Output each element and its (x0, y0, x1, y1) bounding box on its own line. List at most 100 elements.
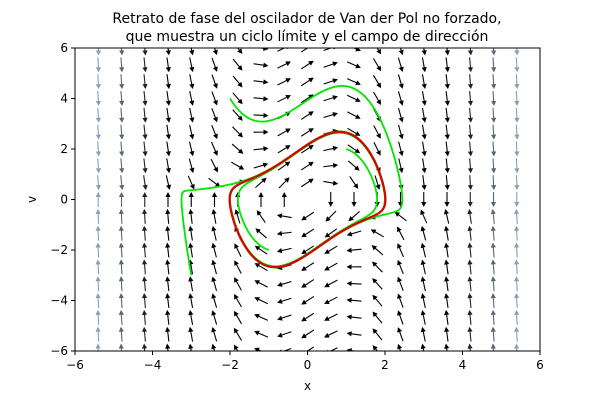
direction-arrow (467, 242, 473, 258)
direction-arrow (276, 230, 292, 237)
direction-arrow (234, 243, 242, 257)
direction-arrow (328, 192, 334, 207)
direction-arrow (421, 124, 427, 140)
direction-arrow (420, 209, 428, 224)
direction-arrow (467, 225, 473, 241)
direction-arrow (467, 175, 474, 191)
direction-arrow (420, 242, 427, 258)
direction-arrow (95, 192, 101, 207)
direction-arrow (95, 74, 101, 90)
direction-arrow (347, 160, 360, 171)
direction-arrow (514, 48, 520, 56)
direction-arrow (165, 175, 172, 190)
direction-arrow (347, 144, 361, 154)
direction-arrow (277, 297, 292, 304)
direction-arrow (420, 276, 426, 292)
direction-arrow (372, 328, 383, 341)
direction-arrow (165, 242, 171, 258)
direction-arrow (188, 158, 195, 174)
direction-arrow (95, 326, 101, 342)
direction-arrow (371, 261, 383, 273)
direction-arrow (444, 90, 450, 106)
direction-arrow (118, 309, 124, 325)
x-tick-label: 2 (381, 358, 389, 372)
y-tick-label: −4 (50, 294, 68, 308)
direction-arrow (276, 213, 292, 219)
direction-arrow (397, 107, 404, 123)
direction-arrow (348, 210, 360, 222)
direction-arrow (95, 343, 101, 351)
direction-arrow (325, 210, 337, 222)
direction-arrow (188, 192, 194, 207)
direction-arrow (372, 311, 383, 324)
y-tick-label: 0 (60, 193, 68, 207)
direction-arrow (444, 107, 450, 123)
direction-arrow (278, 177, 290, 189)
direction-arrow (491, 141, 497, 157)
direction-arrow (323, 162, 339, 169)
direction-arrow (349, 176, 359, 189)
direction-arrow (211, 208, 217, 224)
direction-arrow (514, 74, 520, 90)
direction-arrow (467, 192, 473, 207)
direction-arrow (255, 177, 267, 189)
direction-arrow (300, 144, 314, 154)
direction-arrow (233, 344, 239, 351)
y-tick-label: 2 (60, 142, 68, 156)
direction-arrow (490, 192, 497, 207)
direction-arrow (188, 225, 194, 241)
x-tick-label: 6 (536, 358, 544, 372)
direction-arrow (253, 96, 269, 102)
direction-arrow (491, 158, 497, 174)
direction-arrow (165, 293, 171, 309)
direction-arrow (301, 279, 315, 288)
direction-arrow (444, 242, 450, 258)
direction-arrow (490, 259, 496, 275)
direction-arrow (467, 48, 474, 56)
direction-arrow (421, 48, 427, 56)
limit-cycle (228, 130, 387, 269)
direction-arrow (514, 309, 520, 325)
direction-arrow (444, 309, 450, 325)
direction-arrow (211, 276, 218, 292)
direction-arrow (301, 211, 315, 221)
direction-arrow (95, 293, 101, 309)
direction-arrow (142, 124, 148, 140)
direction-arrow (444, 158, 450, 174)
direction-arrow (373, 142, 381, 156)
direction-arrow (373, 91, 381, 106)
direction-arrow (491, 175, 497, 191)
direction-arrow (255, 228, 268, 239)
direction-arrow (231, 143, 244, 154)
direction-arrow (142, 74, 148, 90)
direction-arrow (95, 276, 101, 292)
direction-arrow (300, 60, 314, 70)
direction-arrow (467, 141, 474, 157)
direction-arrow (323, 112, 338, 119)
direction-arrow (141, 309, 148, 325)
direction-arrow (397, 57, 404, 73)
direction-arrow (300, 128, 314, 137)
direction-arrow (514, 343, 520, 351)
direction-arrow (277, 78, 291, 86)
direction-arrow (514, 259, 520, 275)
direction-arrow (211, 124, 218, 140)
direction-arrow (514, 124, 520, 140)
direction-arrow (514, 141, 520, 157)
direction-arrow (467, 326, 473, 342)
direction-arrow (95, 90, 101, 106)
direction-arrow (232, 75, 243, 88)
direction-arrow (514, 293, 520, 309)
direction-arrow (142, 90, 148, 106)
direction-arrow (118, 293, 124, 309)
direction-arrow (372, 345, 378, 351)
direction-arrow (467, 343, 473, 351)
direction-arrow (491, 107, 497, 123)
direction-arrow (211, 108, 218, 123)
direction-arrow (142, 158, 148, 174)
direction-arrow (165, 107, 171, 123)
direction-arrow (347, 127, 361, 136)
direction-arrow (467, 107, 474, 123)
direction-arrow (421, 158, 427, 174)
direction-arrow (397, 74, 404, 89)
